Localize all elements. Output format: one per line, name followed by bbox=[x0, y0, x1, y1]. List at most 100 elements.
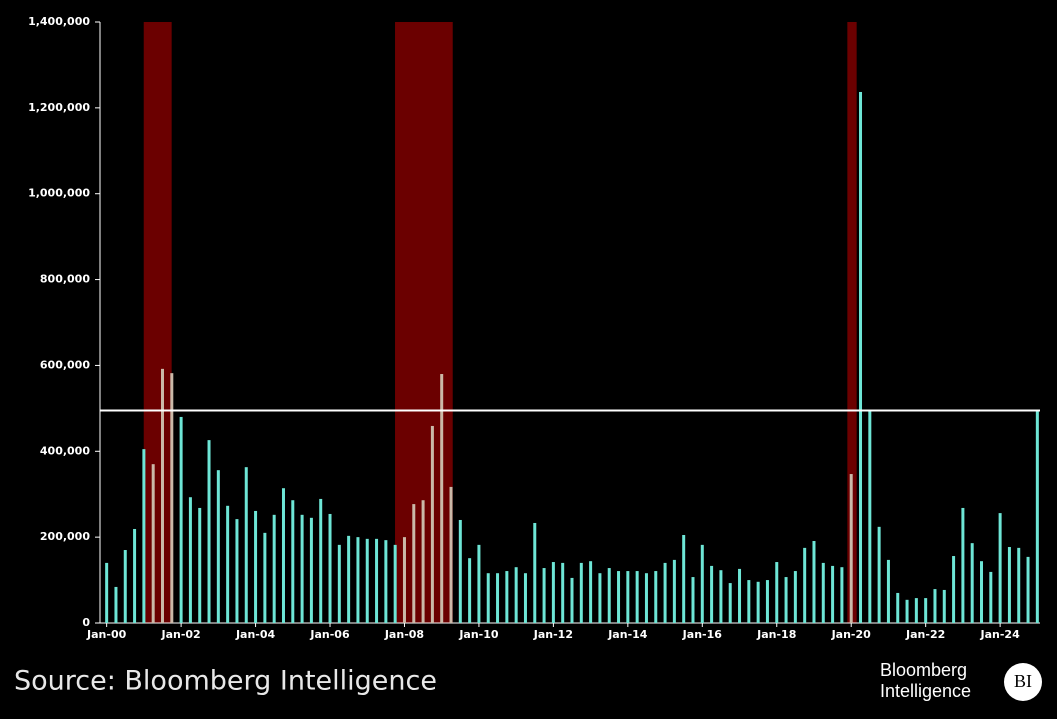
bar bbox=[514, 567, 518, 623]
bar bbox=[216, 470, 220, 623]
bar bbox=[961, 507, 965, 623]
bar bbox=[1007, 547, 1011, 623]
bar bbox=[886, 559, 890, 623]
bar bbox=[561, 562, 565, 623]
bar bbox=[542, 568, 546, 623]
bar bbox=[598, 573, 602, 623]
bar bbox=[235, 519, 239, 623]
bar bbox=[998, 513, 1002, 623]
bar bbox=[765, 580, 769, 623]
bar bbox=[635, 571, 639, 623]
y-tick-label: 600,000 bbox=[40, 358, 90, 371]
bar bbox=[570, 577, 574, 623]
y-tick-label: 1,200,000 bbox=[28, 101, 90, 114]
bar bbox=[756, 581, 760, 623]
bar bbox=[198, 507, 202, 623]
bar bbox=[784, 577, 788, 623]
bar bbox=[877, 526, 881, 623]
bar bbox=[710, 565, 714, 623]
bar bbox=[682, 534, 686, 623]
bar bbox=[486, 573, 490, 623]
bar bbox=[384, 540, 388, 623]
bar bbox=[579, 562, 583, 623]
bar bbox=[207, 440, 211, 623]
bar bbox=[849, 474, 853, 623]
bar bbox=[254, 510, 258, 623]
bar bbox=[421, 500, 425, 623]
x-tick-label: Jan-04 bbox=[235, 628, 276, 641]
bar bbox=[663, 562, 667, 623]
bar bbox=[738, 568, 742, 623]
bar bbox=[468, 558, 472, 623]
logo-line1: Bloomberg bbox=[880, 660, 967, 680]
bar bbox=[458, 519, 462, 623]
bar bbox=[775, 562, 779, 623]
bar bbox=[551, 562, 555, 623]
bar bbox=[244, 467, 248, 623]
bar bbox=[347, 535, 351, 623]
x-tick-label: Jan-18 bbox=[756, 628, 796, 641]
bar bbox=[793, 571, 797, 623]
bar bbox=[477, 544, 481, 623]
x-tick-label: Jan-12 bbox=[533, 628, 573, 641]
x-tick-label: Jan-24 bbox=[980, 628, 1021, 641]
bar bbox=[747, 580, 751, 623]
bar bbox=[142, 449, 146, 623]
bar bbox=[151, 464, 155, 623]
bar bbox=[728, 583, 732, 623]
bar bbox=[933, 589, 937, 623]
bar bbox=[617, 571, 621, 623]
bar bbox=[1035, 410, 1039, 623]
y-tick-label: 800,000 bbox=[40, 273, 90, 286]
bar bbox=[170, 373, 174, 623]
recession-band bbox=[847, 22, 857, 623]
bar bbox=[328, 513, 332, 623]
bar bbox=[188, 497, 192, 623]
bar bbox=[123, 550, 127, 623]
source: Source: Bloomberg Intelligence bbox=[14, 666, 437, 697]
bar bbox=[440, 374, 444, 623]
bar bbox=[375, 538, 379, 623]
bar bbox=[365, 538, 369, 623]
bar bbox=[356, 537, 360, 623]
bar bbox=[309, 517, 313, 623]
bar bbox=[449, 486, 453, 623]
bar bbox=[1026, 556, 1030, 623]
bar bbox=[133, 528, 137, 623]
bar bbox=[533, 522, 537, 623]
bar bbox=[589, 561, 593, 623]
logo-line2: Intelligence bbox=[880, 681, 971, 701]
bar bbox=[803, 547, 807, 623]
y-tick-label: 400,000 bbox=[40, 444, 90, 457]
bar bbox=[831, 565, 835, 623]
x-tick-label: Jan-20 bbox=[831, 628, 872, 641]
x-tick-label: Jan-06 bbox=[309, 628, 350, 641]
bar bbox=[980, 561, 984, 623]
y-tick-label: 1,400,000 bbox=[28, 15, 90, 28]
logo-badge-text: BI bbox=[1014, 671, 1032, 691]
bar bbox=[263, 532, 267, 623]
bar bbox=[989, 571, 993, 623]
bar bbox=[300, 514, 304, 623]
bar bbox=[505, 571, 509, 623]
x-tick-label: Jan-00 bbox=[86, 628, 127, 641]
bar bbox=[970, 543, 974, 623]
bar bbox=[496, 573, 500, 623]
bar bbox=[719, 570, 723, 623]
x-tick-label: Jan-08 bbox=[384, 628, 424, 641]
bar bbox=[644, 573, 648, 623]
bar bbox=[281, 488, 285, 623]
x-tick-label: Jan-02 bbox=[160, 628, 200, 641]
x-tick-label: Jan-16 bbox=[682, 628, 723, 641]
bar bbox=[896, 592, 900, 623]
x-tick-label: Jan-14 bbox=[607, 628, 648, 641]
bar bbox=[859, 91, 863, 623]
bar bbox=[868, 410, 872, 623]
bar bbox=[952, 556, 956, 623]
bar bbox=[402, 537, 406, 623]
bar bbox=[691, 577, 695, 623]
bar bbox=[393, 544, 397, 623]
bar bbox=[942, 589, 946, 623]
